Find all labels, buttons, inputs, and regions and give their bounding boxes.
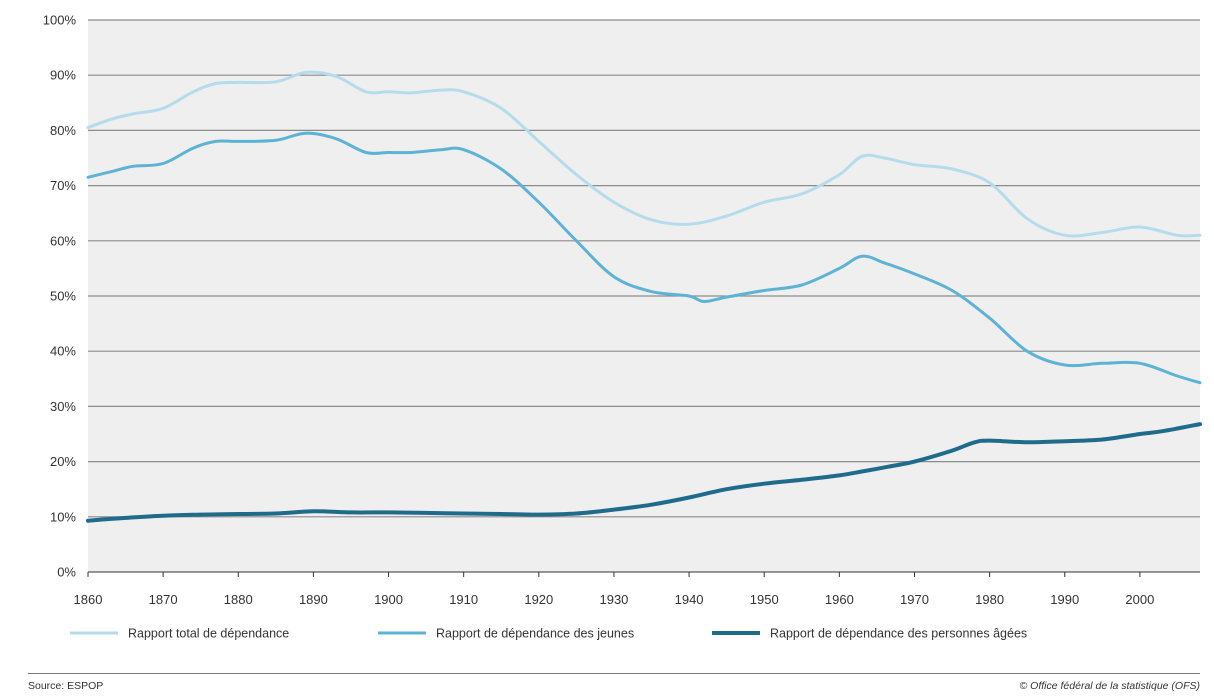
credit-note: © Office fédéral de la statistique (OFS) [1019,680,1200,692]
x-tick-label: 2000 [1125,592,1154,607]
y-tick-label: 80% [50,123,76,138]
y-tick-label: 70% [50,178,76,193]
legend-label: Rapport de dépendance des personnes âgée… [770,627,1027,641]
legend-label: Rapport total de dépendance [128,627,289,641]
x-tick-label: 1890 [299,592,328,607]
x-tick-label: 1980 [975,592,1004,607]
legend: Rapport total de dépendance Rapport de dé… [70,627,1027,641]
series-line-total [86,70,1202,238]
y-tick-label: 50% [50,289,76,304]
y-tick-label: 90% [50,68,76,83]
footer-rule [28,673,1200,674]
y-tick-label: 0% [57,565,76,580]
y-tick-label: 30% [50,399,76,414]
series-line-jeunes [86,131,1202,385]
data-series [86,70,1202,523]
source-note: Source: ESPOP [28,680,104,692]
y-tick-label: 60% [50,233,76,248]
y-tick-label: 10% [50,509,76,524]
legend-label: Rapport de dépendance des jeunes [436,627,634,641]
x-tick-label: 1920 [524,592,553,607]
x-tick-label: 1910 [449,592,478,607]
series-line-agees [86,422,1202,523]
grid-lines [88,19,1200,518]
x-tick-label: 1860 [74,592,103,607]
y-tick-label: 40% [50,344,76,359]
y-tick-label: 100% [43,13,77,28]
x-tick-label: 1950 [750,592,779,607]
x-tick-label: 1930 [599,592,628,607]
x-tick-label: 1960 [825,592,854,607]
y-tick-label: 20% [50,454,76,469]
x-tick-label: 1940 [675,592,704,607]
x-tick-label: 1970 [900,592,929,607]
x-tick-label: 1880 [224,592,253,607]
axis-ticks: 0% 10% 20% 30% 40% 50% 60% 70% 80% 90% 100% 1860 187… [43,13,1155,608]
chart-svg: 0% 10% 20% 30% 40% 50% 60% 70% 80% 90% 100% 1860 187… [43,13,1202,641]
x-tick-label: 1900 [374,592,403,607]
x-tick-label: 1870 [149,592,178,607]
x-tick-label: 1990 [1050,592,1079,607]
